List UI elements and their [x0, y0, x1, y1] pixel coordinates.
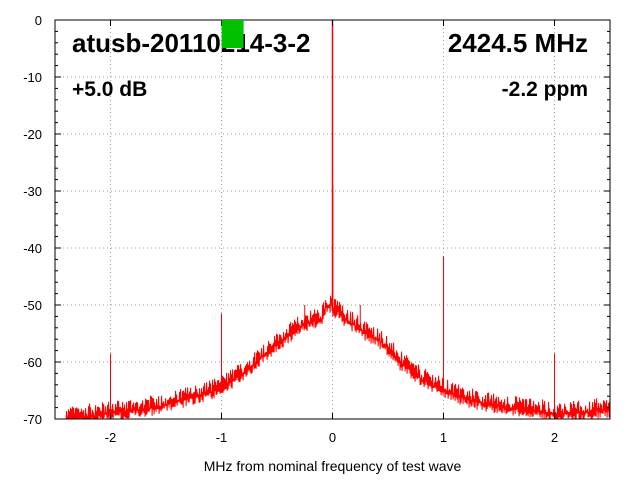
axis-ticks: [55, 19, 610, 420]
green-marker: [221, 20, 244, 48]
gain-label: +5.0 dB: [72, 78, 147, 101]
y-tick-label-3: -30: [23, 184, 42, 199]
ppm-label: -2.2 ppm: [502, 78, 588, 101]
x-tick-label-0: -2: [105, 430, 117, 445]
x-tick-label-4: 2: [551, 430, 558, 445]
plot-series-group: [65, 20, 611, 420]
spectrum-trace: [65, 295, 611, 420]
axis-tick-labels: -2 -1 0 1 20-10-20-30-40-50-60-70: [23, 13, 558, 445]
x-tick-label-1: -1: [216, 430, 228, 445]
chart-title: atusb-20110214-3-2: [72, 28, 310, 58]
x-axis-label: MHz from nominal frequency of test wave: [204, 458, 462, 474]
x-tick-label-3: 1: [440, 430, 447, 445]
y-tick-label-7: -70: [23, 412, 42, 427]
x-tick-label-2: 0: [329, 430, 336, 445]
frequency-label: 2424.5 MHz: [448, 28, 588, 58]
y-tick-label-2: -20: [23, 127, 42, 142]
y-tick-label-6: -60: [23, 355, 42, 370]
y-tick-label-1: -10: [23, 70, 42, 85]
y-tick-label-4: -40: [23, 241, 42, 256]
y-tick-label-5: -50: [23, 298, 42, 313]
y-tick-label-0: 0: [35, 13, 42, 28]
